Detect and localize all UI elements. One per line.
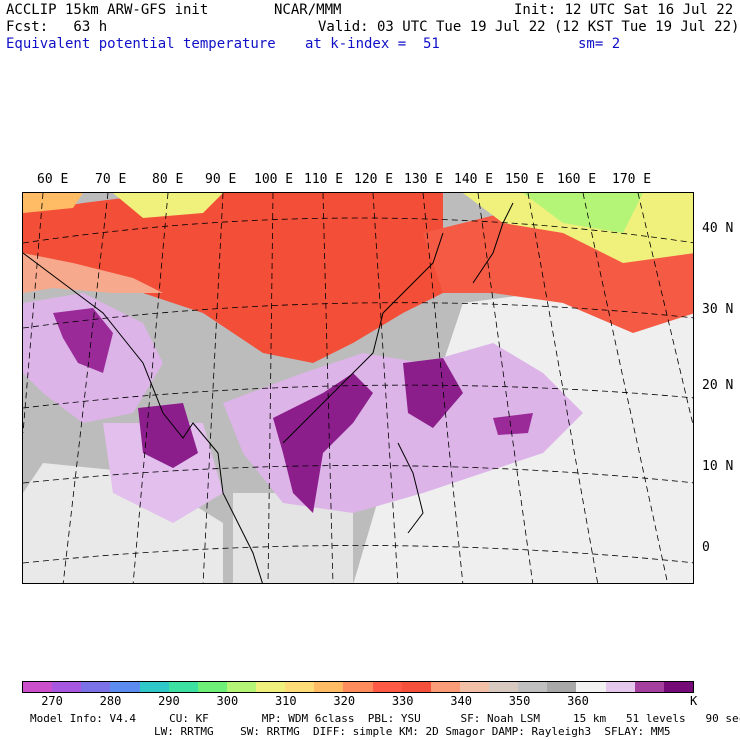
graticule-line [62,193,109,583]
philippine-sea-core [403,358,463,428]
color-bar-swatch [430,682,460,692]
maritime-field [233,493,353,583]
orange-patch-nw [23,193,83,213]
model-run-title: ACCLIP 15km ARW-GFS init [6,2,209,18]
color-bar-tick-label: 340 [450,694,472,708]
graticule-line [202,193,224,583]
coastline-philippines [397,442,424,534]
lon-label-170e: 170 E [612,172,652,187]
color-bar-swatch [605,682,635,692]
graticule-line [267,193,274,583]
lon-label-160e: 160 E [557,172,597,187]
color-bar-swatch [110,682,140,692]
theta-e-field [23,193,693,583]
salmon-fringe-west [23,253,163,293]
lon-label-110e: 110 E [304,172,344,187]
lon-label-130e: 130 E [404,172,444,187]
forecast-hour: Fcst: 63 h [6,19,108,35]
color-bar-swatch [459,682,489,692]
graticule-line [23,384,693,409]
k-index-label: at k-index = 51 [305,36,440,52]
organization-label: NCAR/MMM [274,2,342,18]
color-bar-swatch [518,682,548,692]
color-bar-swatch [576,682,606,692]
color-bar-swatch [81,682,111,692]
green-cool-band [523,193,643,233]
color-bar-swatch [23,682,53,692]
model-info-line1: Model Info: V4.4 CU: KF MP: WDM 6class P… [30,712,740,725]
color-bar-tick-label: 330 [391,694,414,708]
graticule-line [372,193,399,583]
lon-label-120e: 120 E [354,172,394,187]
color-bar-swatch [139,682,169,692]
field-name: Equivalent potential temperature [6,36,276,52]
color-bar-swatch [168,682,198,692]
lon-label-90e: 90 E [205,172,237,187]
color-bar-tick-label: 290 [158,694,180,708]
graticule-line [23,193,44,434]
color-bar-swatch [401,682,431,692]
color-bar-tick-label: 360 [567,694,589,708]
lon-label-70e: 70 E [95,172,127,187]
bengal-core [138,403,198,468]
valid-time: Valid: 03 UTC Tue 19 Jul 22 (12 KST Tue … [318,19,740,35]
color-bar-tick-label: 350 [508,694,531,708]
graticule-line [637,193,693,427]
graticule-line [582,193,668,583]
graticule-line [477,193,534,583]
lat-label-30n: 30 N [702,302,734,317]
color-bar-tick-label: 300 [216,694,239,708]
color-bar-swatch [197,682,227,692]
graticule-line [23,302,693,329]
color-bar-swatch [372,682,402,692]
lon-label-80e: 80 E [152,172,184,187]
lat-label-40n: 40 N [702,221,734,236]
color-bar-swatch [256,682,286,692]
color-bar-swatch [634,682,664,692]
color-bar-swatch [52,682,82,692]
graticule-line [322,193,334,583]
west-pacific-core [493,413,533,435]
init-time: Init: 12 UTC Sat 16 Jul 22 [514,2,734,18]
yellow-cool-band [463,193,693,263]
lon-label-150e: 150 E [505,172,545,187]
color-bar-units: K [690,694,698,708]
graticule [23,193,693,583]
color-bar-tick-label: 310 [274,694,297,708]
color-bar-swatch [663,682,693,692]
color-bar-swatch [547,682,577,692]
coastline-asia-south [23,252,263,583]
lat-label-10n: 10 N [702,459,734,474]
yellow-patch-north [113,193,223,218]
graticule-line [422,193,464,583]
color-bar-swatch [285,682,315,692]
graticule-line [23,465,693,484]
color-bar-swatch [343,682,373,692]
lat-label-20n: 20 N [702,378,734,393]
graticule-line [23,545,693,564]
model-info-line2: LW: RRTMG SW: RRTMG DIFF: simple KM: 2D … [154,725,671,738]
color-bar-swatch [226,682,256,692]
color-bar [22,681,694,693]
color-bar-swatch [489,682,519,692]
indochina-core [273,373,373,513]
asia-warm-band [23,193,443,363]
smoothing-label: sm= 2 [578,36,621,52]
graticule-line [132,193,169,583]
color-bar-tick-label: 320 [333,694,356,708]
map-panel [22,192,694,584]
lon-label-100e: 100 E [254,172,294,187]
graticule-line [527,193,599,583]
color-bar-tick-label: 270 [41,694,63,708]
coastline-japan [472,202,514,284]
lat-label-0: 0 [702,540,710,555]
lon-label-60e: 60 E [37,172,69,187]
color-bar-swatch [314,682,344,692]
india-core [53,308,113,373]
color-bar-tick-label: 280 [99,694,122,708]
lon-label-140e: 140 E [454,172,494,187]
